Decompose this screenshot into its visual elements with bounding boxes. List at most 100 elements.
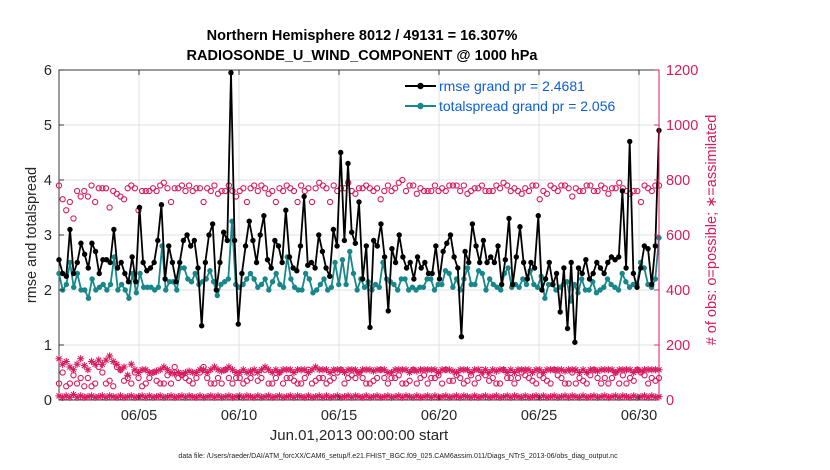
obs-assimilated-marker: [492, 367, 500, 375]
obs-assimilated-marker: [507, 366, 515, 374]
obs-assimilated-marker: [62, 357, 70, 366]
obs-assimilated-marker: [127, 360, 135, 368]
obs-assimilated-marker: [543, 393, 551, 401]
obs-assimilated-marker: [124, 393, 132, 401]
spread-point: [409, 284, 416, 290]
rmse-point: [125, 279, 132, 285]
rmse-point: [553, 270, 560, 277]
obs-assimilated-marker: [644, 393, 652, 401]
obs-possible-marker: [301, 374, 308, 382]
rmse-point: [96, 270, 102, 277]
obs-assimilated-marker: [95, 393, 103, 401]
obs-assimilated-marker: [62, 392, 70, 400]
obs-assimilated-marker: [312, 393, 320, 401]
spread-point: [255, 284, 261, 290]
spread-point: [133, 290, 140, 296]
rmse-point: [546, 259, 552, 266]
rmse-point: [392, 259, 399, 266]
obs-possible-marker: [308, 198, 316, 206]
rmse-point: [217, 259, 223, 266]
obs-assimilated-marker: [373, 366, 381, 374]
obs-assimilated-marker: [539, 368, 547, 377]
rmse-point: [509, 281, 516, 288]
spread-point: [221, 279, 228, 285]
obs-possible-marker: [171, 363, 178, 371]
obs-assimilated-marker: [406, 368, 414, 377]
obs-assimilated-marker: [452, 392, 461, 400]
obs-possible-marker: [601, 185, 608, 192]
rmse-point: [297, 243, 304, 249]
obs-possible-marker: [460, 182, 467, 189]
obs-possible-marker: [77, 374, 84, 382]
obs-assimilated-marker: [565, 366, 573, 374]
spread-point: [531, 281, 537, 288]
obs-assimilated-marker: [380, 393, 388, 401]
obs-assimilated-marker: [340, 393, 349, 401]
obs-assimilated-marker: [228, 393, 237, 401]
rmse-point: [579, 270, 585, 277]
obs-assimilated-marker: [91, 360, 99, 368]
obs-assimilated-marker: [272, 366, 280, 374]
spread-point: [652, 276, 659, 282]
rmse-point: [140, 259, 146, 266]
obs-assimilated-marker: [572, 366, 580, 374]
obs-assimilated-marker: [525, 393, 533, 401]
spread-point: [376, 284, 382, 290]
rmse-point: [111, 226, 117, 233]
obs-possible-marker: [167, 380, 175, 387]
x-tick-label: 06/10: [221, 408, 257, 424]
rmse-point: [407, 259, 413, 266]
obs-possible-marker: [446, 182, 453, 189]
obs-assimilated-marker: [499, 366, 508, 374]
spread-point: [310, 290, 316, 296]
obs-assimilated-marker: [579, 392, 587, 400]
rmse-point: [517, 224, 523, 230]
rmse-point: [623, 265, 629, 271]
spread-point: [244, 276, 250, 282]
spread-point: [428, 276, 434, 282]
obs-assimilated-marker: [181, 393, 190, 401]
obs-assimilated-marker: [572, 393, 580, 401]
obs-assimilated-marker: [214, 392, 222, 400]
rmse-point: [370, 237, 377, 244]
obs-possible-marker: [81, 383, 88, 390]
obs-assimilated-marker: [518, 366, 526, 374]
obs-assimilated-marker: [532, 392, 540, 400]
obs-assimilated-marker: [59, 360, 67, 368]
obs-possible-marker: [616, 179, 623, 186]
obs-possible-marker: [167, 198, 175, 206]
obs-possible-marker: [579, 187, 587, 195]
spread-point: [317, 281, 324, 288]
obs-possible-marker: [391, 185, 399, 192]
obs-possible-marker: [489, 187, 496, 195]
obs-possible-marker: [511, 380, 518, 387]
obs-assimilated-marker: [456, 366, 464, 374]
obs-assimilated-marker: [640, 366, 649, 374]
obs-assimilated-marker: [138, 392, 146, 400]
obs-assimilated-marker: [192, 393, 200, 401]
obs-assimilated-marker: [221, 393, 229, 401]
obs-possible-marker: [211, 380, 218, 387]
obs-assimilated-marker: [322, 392, 331, 400]
spread-point: [450, 284, 456, 290]
obs-possible-marker: [431, 182, 439, 189]
obs-assimilated-marker: [543, 366, 551, 374]
obs-assimilated-marker: [98, 392, 106, 400]
spread-point: [93, 287, 99, 293]
rmse-point: [575, 265, 582, 271]
spread-point: [339, 257, 346, 263]
obs-assimilated-marker: [532, 366, 540, 374]
obs-possible-marker: [438, 380, 446, 387]
obs-assimilated-marker: [619, 392, 627, 400]
obs-possible-marker: [312, 185, 319, 192]
spread-point: [615, 287, 622, 293]
rmse-point: [228, 70, 234, 76]
obs-assimilated-marker: [131, 366, 139, 374]
obs-assimilated-marker: [106, 352, 114, 360]
spread-point: [394, 287, 401, 293]
rmse-point: [568, 259, 574, 266]
obs-assimilated-marker: [232, 368, 240, 377]
rmse-point: [586, 276, 593, 282]
rmse-point: [129, 254, 135, 260]
obs-possible-marker: [590, 187, 598, 195]
